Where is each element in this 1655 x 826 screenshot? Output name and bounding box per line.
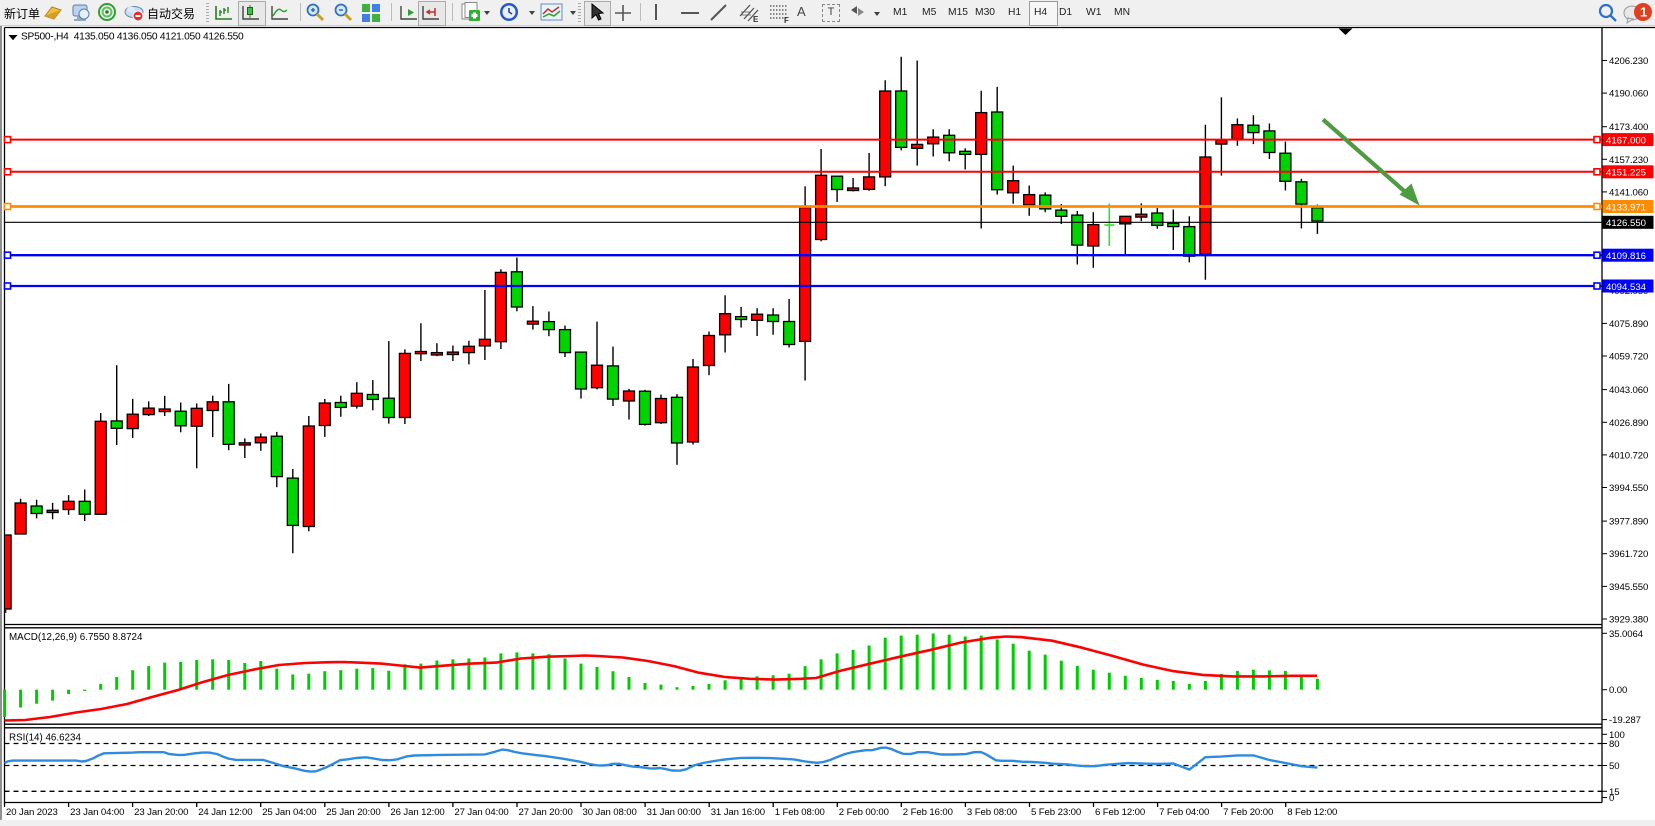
svg-text:F: F [784,16,789,24]
svg-text:4133.971: 4133.971 [1606,202,1646,213]
svg-text:31 Jan 16:00: 31 Jan 16:00 [711,807,765,818]
svg-text:4151.225: 4151.225 [1606,168,1646,179]
svg-text:80: 80 [1609,739,1619,750]
svg-text:27 Jan 04:00: 27 Jan 04:00 [454,807,508,818]
svg-text:0: 0 [1609,793,1614,804]
svg-text:4010.720: 4010.720 [1609,450,1648,461]
svg-text:4190.060: 4190.060 [1609,89,1648,100]
svg-text:4059.720: 4059.720 [1609,352,1648,363]
svg-text:23 Jan 20:00: 23 Jan 20:00 [134,807,188,818]
svg-text:3961.720: 3961.720 [1609,549,1648,560]
svg-text:50: 50 [1609,761,1619,772]
svg-text:31 Jan 00:00: 31 Jan 00:00 [647,807,701,818]
svg-text:1 Feb 08:00: 1 Feb 08:00 [775,807,825,818]
svg-text:4206.230: 4206.230 [1609,56,1648,67]
svg-text:4173.400: 4173.400 [1609,122,1648,133]
svg-text:8 Feb 12:00: 8 Feb 12:00 [1287,807,1337,818]
svg-text:3994.550: 3994.550 [1609,483,1648,494]
svg-text:4075.890: 4075.890 [1609,319,1648,330]
svg-text:23 Jan 04:00: 23 Jan 04:00 [70,807,124,818]
svg-text:MACD(12,26,9) 6.7550 8.8724: MACD(12,26,9) 6.7550 8.8724 [9,632,143,643]
svg-text:24 Jan 12:00: 24 Jan 12:00 [198,807,252,818]
svg-text:7 Feb 20:00: 7 Feb 20:00 [1223,807,1273,818]
svg-text:100: 100 [1609,730,1625,741]
svg-text:E: E [753,15,759,24]
svg-text:4157.230: 4157.230 [1609,155,1648,166]
svg-text:35.0064: 35.0064 [1609,629,1644,640]
svg-text:25 Jan 20:00: 25 Jan 20:00 [326,807,380,818]
svg-text:4043.060: 4043.060 [1609,385,1648,396]
svg-text:4026.890: 4026.890 [1609,418,1648,429]
svg-text:3929.380: 3929.380 [1609,615,1648,626]
svg-text:4167.000: 4167.000 [1606,135,1646,146]
svg-text:2 Feb 16:00: 2 Feb 16:00 [903,807,953,818]
svg-text:2 Feb 00:00: 2 Feb 00:00 [839,807,889,818]
svg-text:3977.890: 3977.890 [1609,517,1648,528]
svg-text:4109.816: 4109.816 [1606,251,1646,262]
svg-text:15: 15 [1609,787,1619,798]
svg-text:SP500-,H4 4135.050 4136.050 4: SP500-,H4 4135.050 4136.050 4121.050 412… [21,32,244,43]
svg-text:6 Feb 12:00: 6 Feb 12:00 [1095,807,1145,818]
svg-text:4126.550: 4126.550 [1606,218,1646,229]
svg-text:26 Jan 12:00: 26 Jan 12:00 [390,807,444,818]
svg-text:20 Jan 2023: 20 Jan 2023 [6,807,58,818]
svg-text:27 Jan 20:00: 27 Jan 20:00 [519,807,573,818]
svg-text:1: 1 [1640,5,1647,20]
svg-text:-19.287: -19.287 [1609,715,1641,726]
svg-text:3 Feb 08:00: 3 Feb 08:00 [967,807,1017,818]
svg-text:30 Jan 08:00: 30 Jan 08:00 [583,807,637,818]
svg-text:4094.534: 4094.534 [1606,282,1647,293]
svg-text:RSI(14) 46.6234: RSI(14) 46.6234 [9,733,81,744]
svg-text:3945.550: 3945.550 [1609,582,1648,593]
svg-text:7 Feb 04:00: 7 Feb 04:00 [1159,807,1209,818]
svg-text:25 Jan 04:00: 25 Jan 04:00 [262,807,316,818]
svg-text:5 Feb 23:00: 5 Feb 23:00 [1031,807,1081,818]
svg-text:4141.060: 4141.060 [1609,187,1648,198]
svg-text:0.00: 0.00 [1609,685,1627,696]
